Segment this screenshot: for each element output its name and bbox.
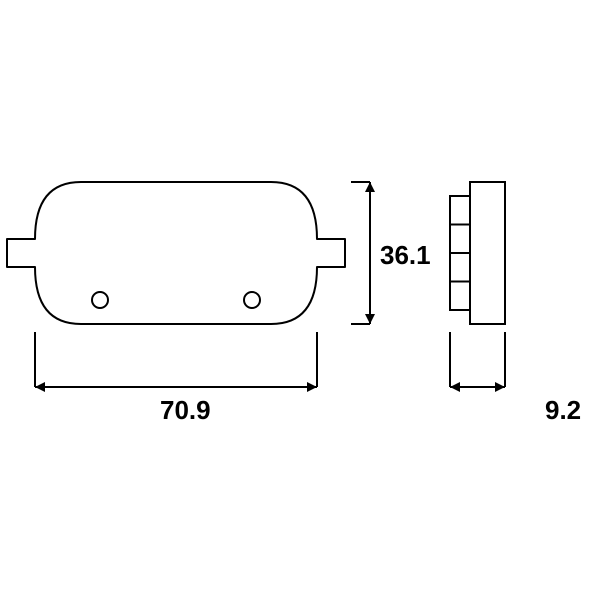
technical-drawing: 36.1 70.9 9.2 bbox=[0, 0, 600, 600]
dim-height-label: 36.1 bbox=[380, 240, 431, 271]
dim-width-label: 70.9 bbox=[160, 395, 211, 426]
drawing-svg bbox=[0, 0, 600, 600]
dim-thickness-label: 9.2 bbox=[545, 395, 581, 426]
